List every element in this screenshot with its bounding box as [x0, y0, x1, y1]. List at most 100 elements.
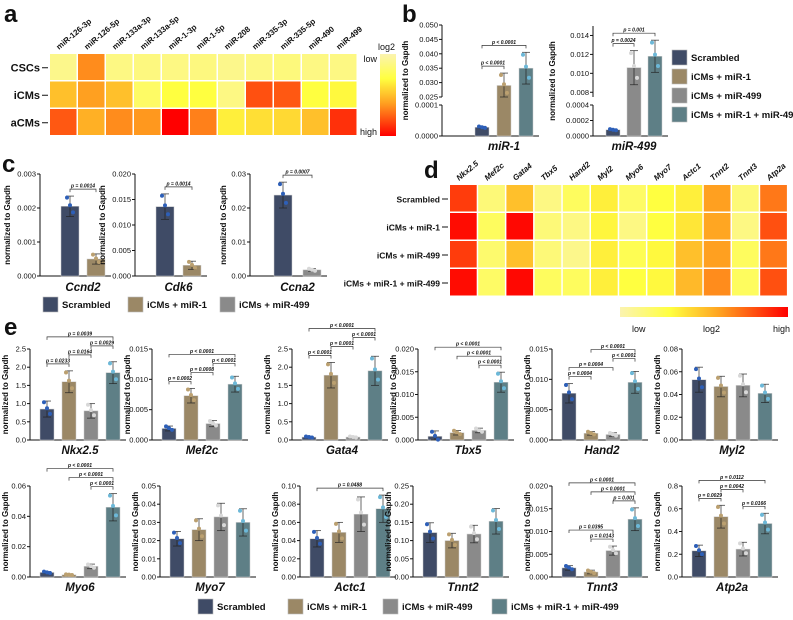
y-tick-label: 0.00 [281, 573, 296, 582]
heatmap-cell [760, 269, 787, 296]
heatmap-cell [732, 269, 759, 296]
heatmap-cell [760, 213, 787, 240]
data-point [172, 530, 176, 535]
gene-label: Myl2 [719, 445, 745, 457]
data-point [351, 435, 355, 440]
p-value-label: p < 0.0001 [477, 360, 502, 366]
legend-swatch [219, 296, 236, 313]
data-point [480, 429, 484, 434]
data-point [430, 429, 434, 434]
heatmap-cell [675, 241, 703, 268]
heatmap-cell [106, 109, 133, 135]
colorbar-title: log2 [378, 42, 395, 52]
data-point [65, 195, 69, 200]
gene-label: Ccna2 [280, 282, 315, 294]
legend-label: Scrambled [62, 300, 111, 311]
data-point [608, 430, 612, 435]
y-tick-label: 0.0 [16, 436, 26, 445]
y-tick-label: 0.005 [112, 246, 131, 255]
significance-bracket [168, 381, 192, 385]
heatmap-cell [330, 54, 357, 80]
data-point [452, 428, 456, 433]
y-tick-label: 0.000 [529, 573, 548, 582]
legend-e-item: iCMs + miR-499 [382, 598, 473, 615]
significance-bracket [478, 364, 502, 369]
data-point [208, 419, 212, 424]
y-tick-label: 0.020 [529, 482, 548, 491]
significance-bracket [434, 346, 502, 351]
significance-bracket [568, 529, 614, 534]
data-point [450, 537, 454, 542]
colorbar-low: low [363, 54, 377, 64]
heatmap-cell [450, 241, 477, 268]
heatmap-cell [703, 269, 731, 296]
heatmap-cell [218, 109, 245, 135]
data-point [474, 426, 478, 431]
column-label: Tbx5 [539, 163, 560, 182]
y-axis-label: normalized to Gapdh [389, 355, 398, 435]
heatmap-cell [732, 185, 759, 212]
p-value-label: p = 0.0029 [697, 493, 722, 499]
heatmap-cell [134, 109, 161, 135]
significance-bracket [590, 538, 614, 543]
y-tick-label: 1.0 [278, 399, 288, 408]
legend-swatch [127, 296, 144, 313]
data-point [496, 371, 500, 376]
data-point [192, 398, 196, 403]
data-point [89, 564, 93, 569]
y-tick-label: 0.030 [419, 78, 438, 87]
y-tick-label: 0.04 [281, 536, 296, 545]
heatmap-cell [302, 109, 329, 135]
p-value-label: p = 0.0024 [610, 38, 635, 44]
heatmap-cell [562, 241, 590, 268]
colorbar-title: log2 [703, 324, 720, 334]
p-value-label: p < 0.0001 [455, 342, 480, 348]
significance-bracket [590, 491, 636, 495]
y-tick-label: 0.6 [668, 504, 678, 513]
significance-bracket [698, 497, 722, 502]
data-point [200, 534, 204, 539]
legend-label: iCMs + miR-499 [402, 602, 473, 613]
data-point [241, 519, 245, 524]
heatmap-cell [562, 185, 590, 212]
legend-swatch [671, 87, 688, 104]
data-point [222, 523, 226, 528]
y-tick-label: 0.0004 [566, 101, 589, 110]
p-value-label: p < 0.0001 [329, 323, 354, 329]
heatmap-cell [506, 241, 534, 268]
data-point [716, 375, 720, 380]
legend-c-item: iCMs + miR-499 [219, 296, 310, 313]
y-tick-label: 0.08 [663, 345, 678, 354]
y-tick-label: 0.008 [570, 88, 589, 97]
y-tick-label: 0.000 [129, 436, 148, 445]
data-point [633, 379, 637, 384]
column-label: Mef2c [483, 161, 507, 183]
data-point [167, 426, 171, 431]
data-point [766, 396, 770, 401]
data-point [219, 513, 223, 518]
heatmap-cell [647, 269, 675, 296]
heatmap-cell [647, 241, 675, 268]
heatmap-cell [330, 81, 357, 108]
significance-bracket [46, 363, 70, 367]
y-axis-label: normalized to Gapdh [401, 41, 410, 121]
significance-bracket [46, 468, 114, 472]
gene-label: Myo7 [195, 582, 225, 594]
heatmap-cell [78, 109, 105, 135]
heatmap-cell [675, 185, 703, 212]
data-point [312, 529, 316, 534]
heatmap-cell [703, 185, 731, 212]
y-tick-label: 0.001 [17, 238, 36, 247]
data-point [499, 72, 503, 77]
data-point [214, 423, 218, 428]
data-point [186, 387, 190, 392]
y-tick-label: 0.005 [529, 405, 548, 414]
heatmap-cell [50, 54, 77, 80]
data-point [477, 124, 481, 129]
p-value-label: p = 0.0233 [45, 358, 70, 364]
p-value-label: p = 0.0164 [67, 349, 92, 355]
significance-bracket [698, 479, 766, 484]
data-point [760, 512, 764, 517]
